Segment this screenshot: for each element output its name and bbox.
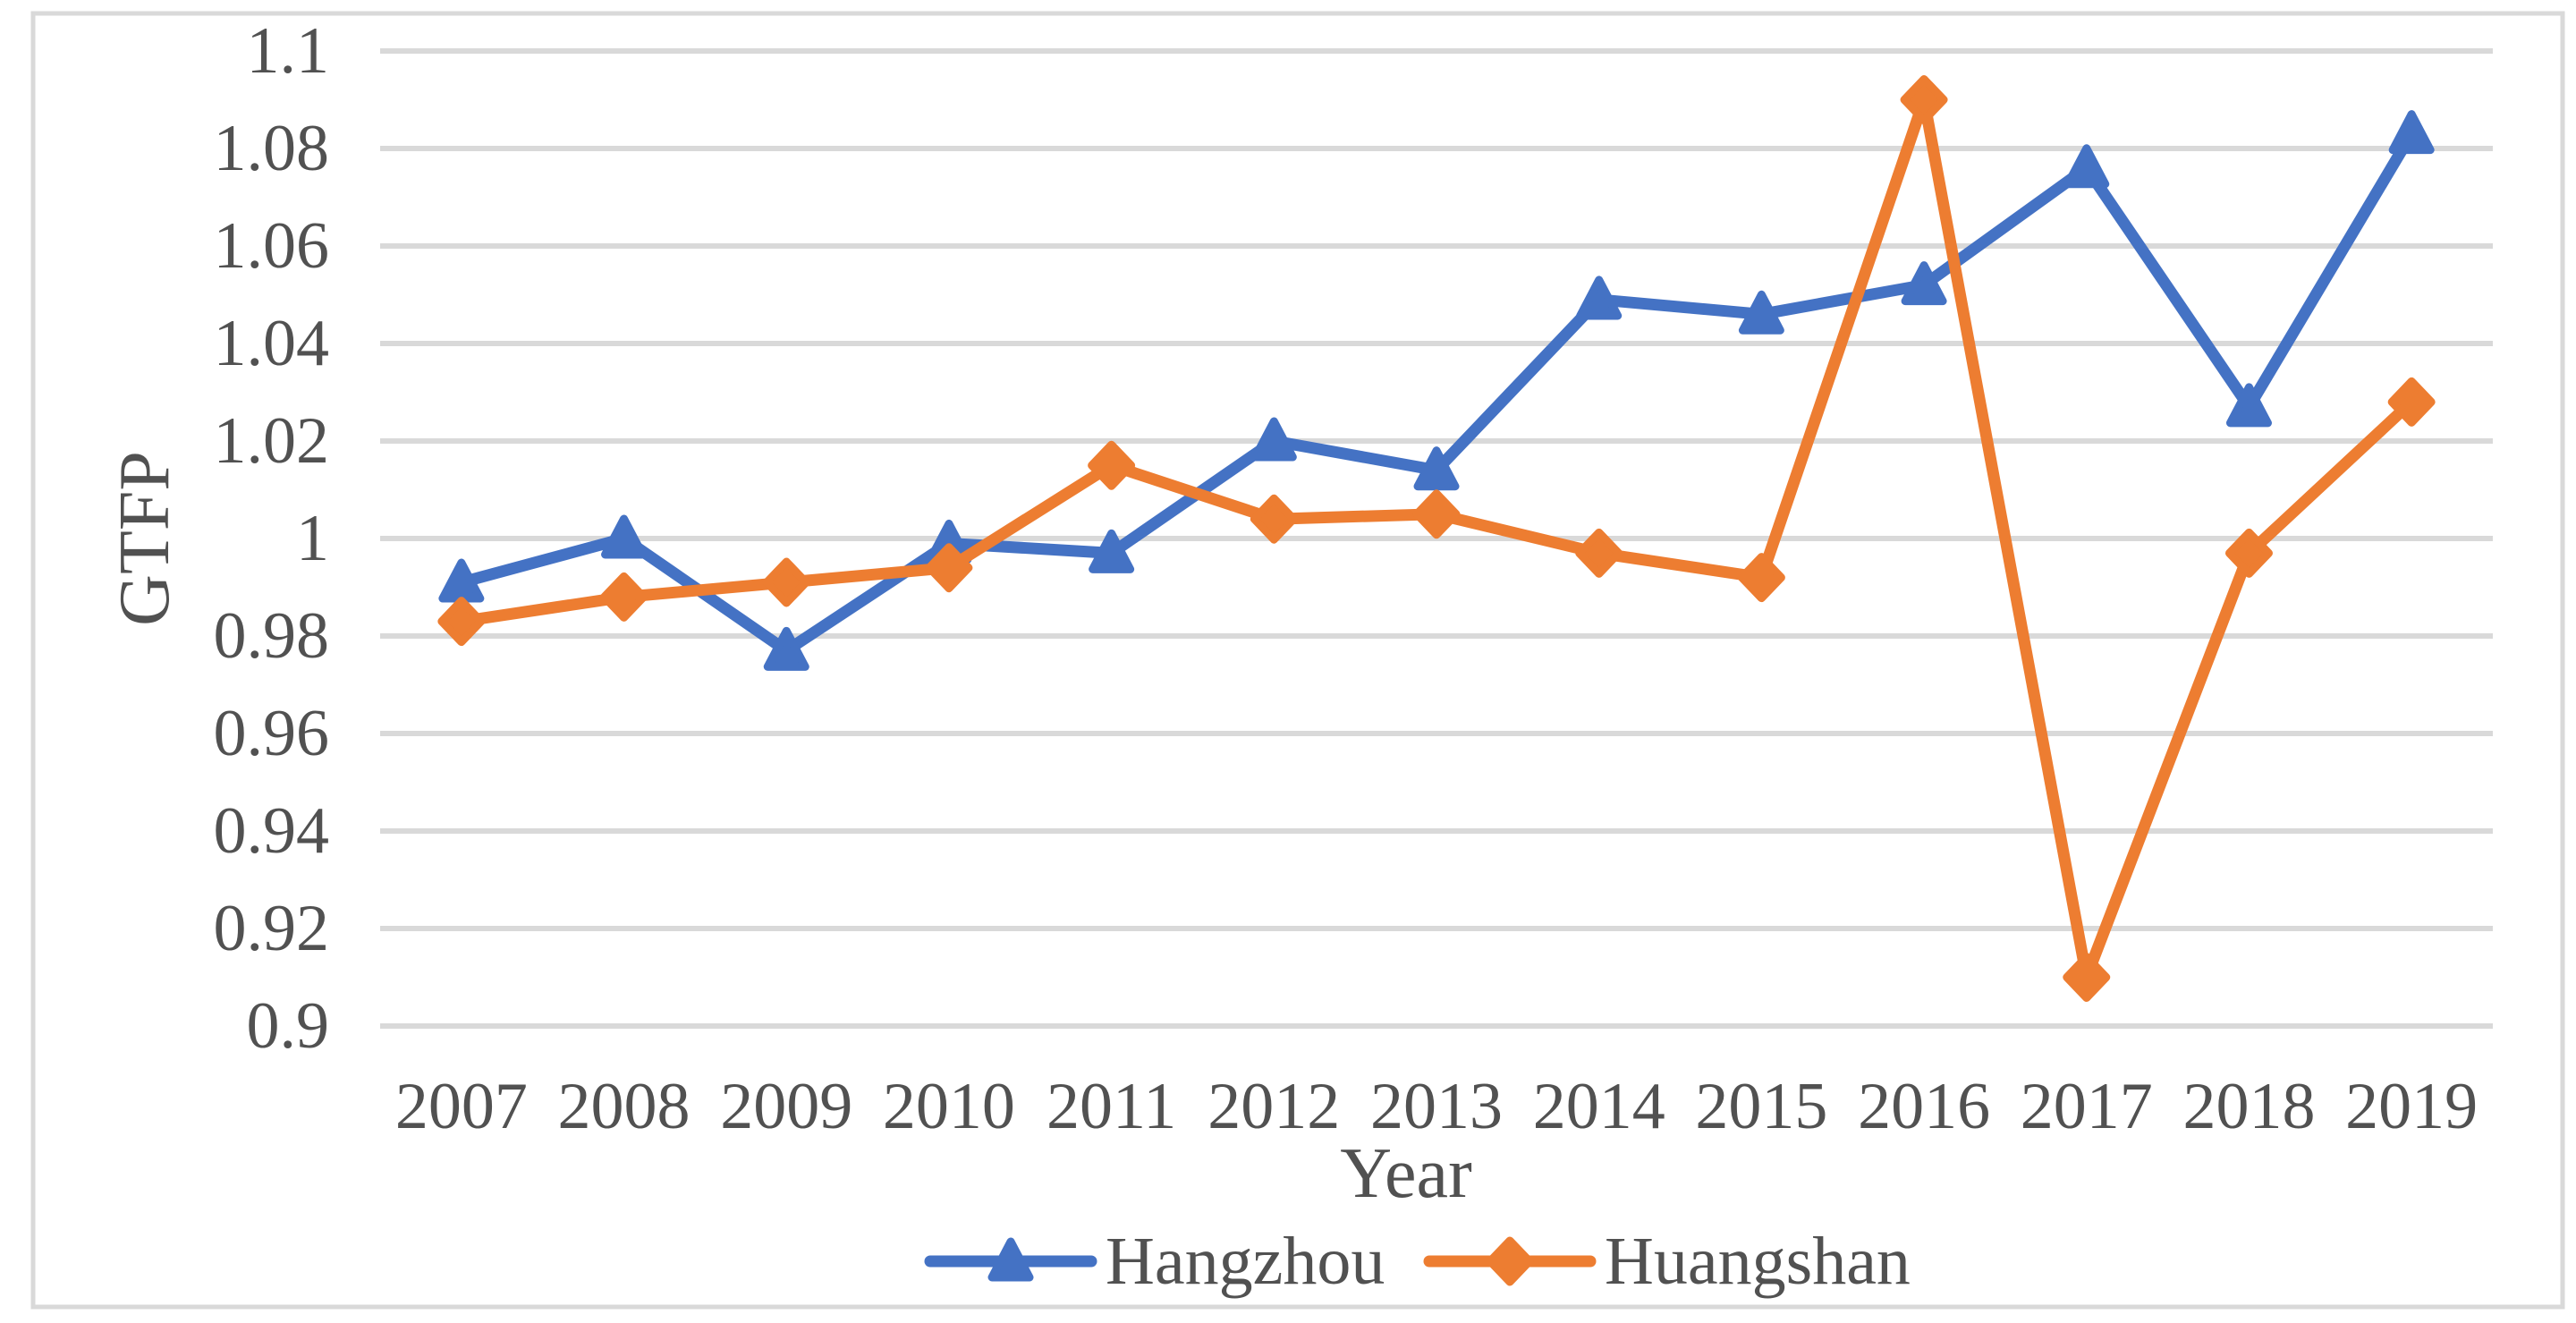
x-tick-label: 2019 bbox=[2345, 1070, 2478, 1143]
triangle-marker bbox=[1413, 446, 1460, 491]
y-tick-label: 1.02 bbox=[214, 404, 330, 478]
diamond-marker bbox=[925, 543, 973, 593]
triangle-marker bbox=[1738, 290, 1784, 335]
series-hangzhou bbox=[438, 110, 2435, 671]
x-tick-label: 2008 bbox=[558, 1070, 691, 1143]
triangle-marker bbox=[438, 558, 485, 603]
legend-item-hangzhou: Hangzhou bbox=[924, 1224, 1385, 1299]
data-series-layer bbox=[437, 75, 2436, 1002]
diamond-marker bbox=[2387, 377, 2436, 427]
series-huangshan bbox=[437, 75, 2436, 1002]
diamond-marker bbox=[437, 597, 486, 647]
chart-legend: Hangzhou Huangshan bbox=[924, 1224, 1911, 1299]
y-tick-label: 1.06 bbox=[214, 209, 330, 283]
legend-label: Hangzhou bbox=[1106, 1224, 1385, 1299]
triangle-marker bbox=[987, 1237, 1034, 1282]
triangle-marker bbox=[2063, 144, 2110, 189]
y-tick-label: 1.1 bbox=[247, 14, 330, 88]
series-line bbox=[455, 128, 2418, 657]
diamond-marker bbox=[1575, 528, 1623, 578]
diamond-marker bbox=[1412, 489, 1461, 539]
y-tick-label: 0.92 bbox=[214, 892, 330, 965]
y-tick-label: 0.94 bbox=[214, 794, 330, 868]
x-tick-label: 2016 bbox=[1858, 1070, 1990, 1143]
triangle-marker bbox=[601, 514, 648, 559]
triangle-marker bbox=[1089, 529, 1135, 573]
diamond-marker bbox=[1088, 440, 1136, 490]
y-tick-label: 1.04 bbox=[214, 307, 330, 380]
y-tick-label: 1.08 bbox=[214, 112, 330, 185]
diamond-marker bbox=[1900, 75, 1948, 124]
diamond-marker bbox=[762, 557, 810, 607]
y-axis-tick-labels: 1.1 1.08 1.06 1.04 1.02 1 0.98 0.96 0.94 0.92 0.9 bbox=[214, 14, 330, 1063]
y-tick-label: 0.98 bbox=[214, 599, 330, 673]
legend-label: Huangshan bbox=[1605, 1224, 1911, 1299]
x-tick-label: 2014 bbox=[1533, 1070, 1665, 1143]
diamond-marker bbox=[2224, 528, 2273, 578]
x-axis-title: Year bbox=[1340, 1134, 1471, 1213]
triangle-marker bbox=[763, 626, 809, 671]
x-tick-label: 2018 bbox=[2182, 1070, 2315, 1143]
diamond-marker bbox=[1486, 1236, 1534, 1286]
x-tick-label: 2010 bbox=[883, 1070, 1015, 1143]
triangle-marker bbox=[1901, 261, 1947, 306]
figure-border-layer bbox=[30, 11, 2565, 1310]
x-axis-tick-labels: 2007 2008 2009 2010 2011 2012 2013 2014 2015 2016… bbox=[395, 1070, 2478, 1143]
diamond-marker bbox=[2063, 953, 2111, 1002]
y-tick-label: 1 bbox=[296, 502, 329, 575]
y-tick-label: 0.9 bbox=[247, 989, 330, 1063]
x-tick-label: 2012 bbox=[1208, 1070, 1340, 1143]
x-tick-label: 2017 bbox=[2021, 1070, 2153, 1143]
triangle-marker bbox=[1576, 276, 1623, 320]
y-axis-title: GTFP bbox=[106, 451, 184, 626]
x-tick-label: 2009 bbox=[720, 1070, 852, 1143]
x-tick-label: 2007 bbox=[395, 1070, 528, 1143]
triangle-marker bbox=[2225, 383, 2272, 428]
x-tick-label: 2013 bbox=[1370, 1070, 1503, 1143]
triangle-marker bbox=[2388, 110, 2435, 155]
diamond-marker bbox=[1250, 494, 1298, 544]
diamond-marker bbox=[1737, 553, 1785, 603]
triangle-marker bbox=[1250, 417, 1297, 462]
x-tick-label: 2015 bbox=[1695, 1070, 1827, 1143]
y-tick-label: 0.96 bbox=[214, 697, 330, 770]
diamond-marker bbox=[600, 572, 648, 622]
x-tick-label: 2011 bbox=[1046, 1070, 1176, 1143]
legend-item-huangshan: Huangshan bbox=[1423, 1224, 1911, 1299]
figure-border bbox=[30, 11, 2565, 1310]
